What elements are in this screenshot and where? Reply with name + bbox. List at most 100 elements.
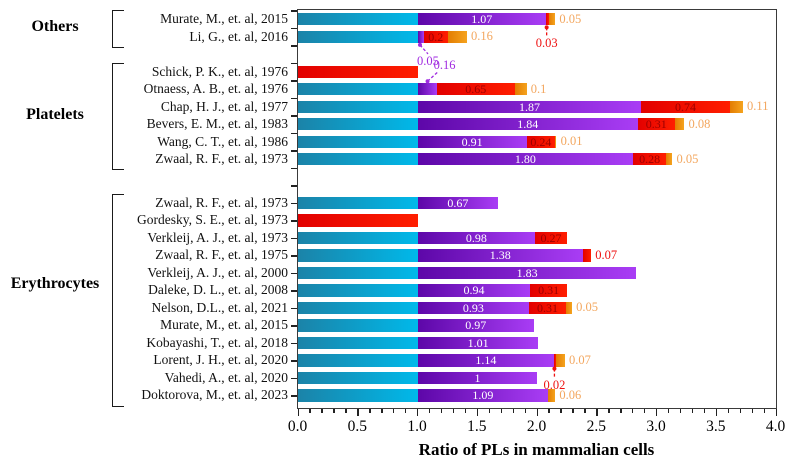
bar-segment-cyan xyxy=(298,266,418,280)
bar-value-label: 0.74 xyxy=(674,99,696,114)
bar-value-label: 1.84 xyxy=(517,117,539,132)
x-axis-tick xyxy=(727,408,730,413)
y-axis-tick xyxy=(291,185,297,187)
bar-segment-red xyxy=(298,65,418,78)
category-label: Doktorova, M., et. al, 2023 xyxy=(141,387,288,403)
x-tick-label: 3.0 xyxy=(646,418,666,435)
category-label: Zwaal, R. F., et. al, 1973 xyxy=(155,151,288,166)
bar-segment-orange xyxy=(514,83,527,96)
bar-row: 0.91 0.24 xyxy=(298,134,557,149)
x-axis-tick xyxy=(584,408,586,413)
bar-segment-purple: 1.80 xyxy=(417,152,633,167)
y-axis-tick xyxy=(291,290,297,292)
x-axis-tick xyxy=(536,408,538,416)
bar-row: 1.01 xyxy=(298,337,539,349)
x-axis-tick xyxy=(775,408,777,416)
group-label: Platelets xyxy=(26,105,84,123)
bar-value-label: 0.28 xyxy=(639,152,661,167)
bar-value-label: 0.67 xyxy=(447,195,469,210)
bar-segment-orange xyxy=(565,301,572,315)
x-axis-tick xyxy=(560,408,562,413)
y-axis-tick xyxy=(291,325,297,327)
bar-segment-orange xyxy=(548,389,556,402)
x-tick-label: 2.5 xyxy=(586,418,606,435)
bar-segment-red: 0.31 xyxy=(637,117,675,132)
group-bracket xyxy=(112,62,124,171)
bar-segment-purple: 1.07 xyxy=(417,13,546,25)
x-axis-tick xyxy=(417,408,419,416)
x-tick-label: 1.0 xyxy=(407,418,427,435)
bar-value-label: 0.91 xyxy=(461,134,483,149)
bar-segment-orange xyxy=(556,354,565,367)
bar-segment-orange xyxy=(555,135,557,148)
bar-segment-purple: 0.97 xyxy=(417,318,534,333)
bar-value-label: 0.08 xyxy=(688,116,711,131)
bar-value-label: 0.1 xyxy=(530,81,547,96)
bar-value-label: 1 xyxy=(474,370,481,385)
group-bracket xyxy=(112,10,124,48)
bar-segment-orange xyxy=(666,153,673,166)
bar-segment-purple: 1.87 xyxy=(417,100,642,113)
category-label: Lorent, J. H., et. al, 2020 xyxy=(153,352,288,368)
x-tick-label: 3.5 xyxy=(706,418,726,435)
bar-segment-purple: 1.83 xyxy=(417,265,637,280)
bar-segment-red xyxy=(298,214,418,227)
category-label: Murate, M., et. al, 2015 xyxy=(160,317,288,333)
x-axis-tick xyxy=(321,408,323,413)
bar-segment-cyan xyxy=(298,319,418,332)
bar-segment-orange xyxy=(729,100,743,113)
bar-value-label: 0.11 xyxy=(747,99,769,114)
bar-value-label: 0.16 xyxy=(470,29,493,44)
callout-value-label: 0.02 xyxy=(543,377,566,392)
x-axis-tick xyxy=(763,408,765,413)
category-label: Wang, C. T., et. al, 1986 xyxy=(157,133,288,149)
bar-value-label: 0.31 xyxy=(645,117,667,132)
x-axis-title: Ratio of PLs in mammalian cells xyxy=(418,440,655,459)
x-tick-label: 2.0 xyxy=(526,418,547,435)
bar-segment-purple: 0.93 xyxy=(417,300,529,315)
bar-row: 0.67 xyxy=(298,197,498,209)
bar-row: 0.94 0.31 xyxy=(298,284,568,297)
y-axis-tick xyxy=(291,115,297,117)
x-tick-label: 4.0 xyxy=(765,418,786,435)
bar-value-label: 1.80 xyxy=(514,152,536,167)
category-label: Kobayashi, T., et. al, 2018 xyxy=(146,334,288,350)
bar-value-label: 0.93 xyxy=(462,300,484,315)
bar-value-label: 0.06 xyxy=(559,387,582,402)
category-label: Verkleij, A. J., et. al, 2000 xyxy=(147,264,288,280)
bar-segment-red: 0.28 xyxy=(632,152,667,167)
x-axis-tick xyxy=(369,408,371,413)
x-axis-tick xyxy=(381,408,383,413)
bar-segment-red xyxy=(582,249,592,262)
bar-segment-purple: 1.84 xyxy=(417,117,638,132)
bar-row: 0.98 0.27 xyxy=(298,232,568,244)
x-axis-tick xyxy=(691,408,694,413)
bar-segment-cyan xyxy=(298,301,418,315)
y-axis-tick xyxy=(291,237,297,240)
category-label: Otnaess, A. B., et. al, 1976 xyxy=(143,81,288,96)
x-axis-tick xyxy=(464,408,467,413)
bar-row: 1.83 xyxy=(298,265,637,280)
y-axis-tick xyxy=(291,45,297,47)
bar-segment-cyan xyxy=(298,389,418,402)
x-axis-tick xyxy=(644,408,646,413)
bar-value-label: 1.83 xyxy=(516,265,538,280)
group-bracket xyxy=(112,193,124,407)
bar-segment-red: 0.2 xyxy=(423,30,448,43)
bar-row: 0.93 0.31 xyxy=(298,302,572,314)
x-axis-tick xyxy=(440,408,443,413)
bar-segment-purple: 1.09 xyxy=(417,388,549,403)
bar-segment-orange xyxy=(549,13,556,26)
bar-value-label: 0.97 xyxy=(465,318,487,333)
bar-value-label: 1.09 xyxy=(472,388,494,403)
x-axis-tick xyxy=(393,408,395,413)
bar-segment-purple: 1 xyxy=(417,370,538,385)
bar-segment-cyan xyxy=(298,118,418,131)
bar-segment-purple: 0.91 xyxy=(417,134,527,149)
bar-segment-cyan xyxy=(298,249,418,262)
x-tick-label: 0.0 xyxy=(287,418,308,435)
x-axis-tick xyxy=(703,408,706,413)
bar-value-label: 0.31 xyxy=(536,300,558,315)
bar-value-label: 0.05 xyxy=(559,11,582,26)
bar-segment-purple: 1.38 xyxy=(417,249,583,262)
